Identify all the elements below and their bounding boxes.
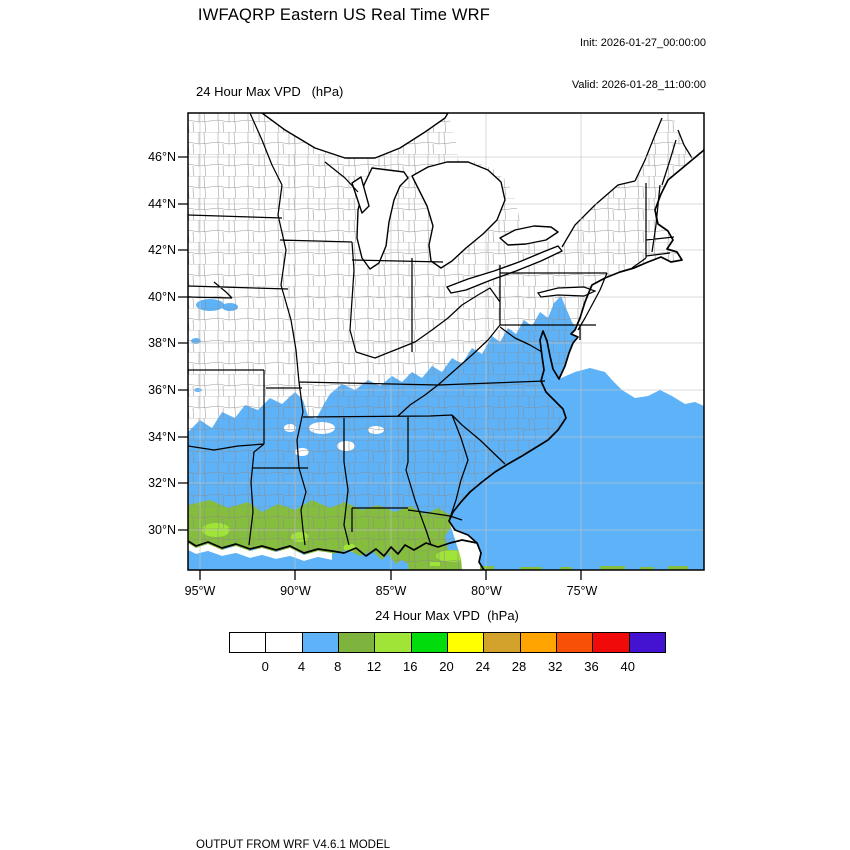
- lat-tick-label: 42°N: [148, 243, 176, 258]
- lake-superior: [261, 113, 449, 159]
- colorbar-tick-label: 36: [584, 659, 599, 674]
- colorbar-title: 24 Hour Max VPD (hPa): [375, 608, 519, 623]
- colorbar-tick-label: 12: [366, 659, 382, 674]
- lon-tick-label: 80°W: [471, 584, 502, 598]
- state-borders: [188, 113, 677, 546]
- lat-tick-label: 40°N: [148, 289, 176, 304]
- lon-tick-label: 95°W: [184, 584, 216, 598]
- valid-time: Valid: 2026-01-28_11:00:00: [571, 79, 706, 91]
- colorbar-cell: [592, 633, 629, 652]
- colorbar-cell: [374, 633, 411, 652]
- ocean-green-speckles: [430, 562, 688, 570]
- colorbar-cell: [301, 633, 338, 652]
- map-frame: [187, 112, 705, 571]
- colorbar-tick-label: 0: [261, 659, 269, 674]
- lake-ontario: [499, 225, 559, 246]
- run-times: Init: 2026-01-27_00:00:00 Valid: 2026-01…: [572, 8, 706, 120]
- gulf-west-water: [188, 543, 332, 570]
- footer-line1: OUTPUT FROM WRF V4.6.1 MODEL: [196, 839, 391, 850]
- lon-tick-label: 85°W: [375, 584, 407, 598]
- colorbar-cell: [555, 633, 593, 652]
- lake-huron: [411, 161, 506, 269]
- map-svg: [178, 112, 705, 580]
- colorbar: [229, 632, 666, 653]
- colorbar-tick-label: 28: [511, 659, 527, 674]
- lake-michigan: [356, 167, 409, 270]
- colorbar-cell: [519, 633, 556, 652]
- colorbar-tick-label: 40: [620, 659, 635, 674]
- init-time: Init: 2026-01-27_00:00:00: [580, 37, 706, 49]
- lon-tick-label: 75°W: [566, 584, 598, 598]
- colorbar-tick-label: 16: [403, 659, 418, 674]
- colorbar-cell: [230, 633, 266, 652]
- colorbar-tick-label: 32: [548, 659, 563, 674]
- page-title: IWFAQRP Eastern US Real Time WRF: [197, 6, 491, 24]
- colorbar-cell: [337, 633, 375, 652]
- lake-erie: [446, 245, 563, 294]
- model-footer: OUTPUT FROM WRF V4.6.1 MODEL WE = 310 ; …: [196, 809, 648, 850]
- coastline: [188, 149, 704, 570]
- map-panel-label: 24 Hour Max VPD (hPa): [196, 84, 344, 99]
- st-lawrence-border: [561, 117, 693, 248]
- lat-tick-label: 46°N: [148, 150, 176, 164]
- colorbar-tick-label: 4: [297, 659, 306, 674]
- lat-tick-label: 44°N: [148, 196, 176, 211]
- green-bay: [351, 176, 370, 214]
- lon-tick-label: 90°W: [280, 584, 311, 598]
- colorbar-cell: [628, 633, 665, 652]
- map-content: [188, 113, 704, 570]
- long-island: [536, 286, 597, 298]
- great-lakes: [261, 113, 563, 294]
- canada-region: [448, 113, 704, 248]
- lat-tick-label: 32°N: [148, 476, 176, 491]
- colorbar-tick-label: 20: [439, 659, 454, 674]
- lat-tick-label: 34°N: [148, 429, 176, 444]
- colorbar-tick-label: 8: [334, 659, 342, 674]
- lat-tick-label: 30°N: [148, 522, 176, 537]
- lat-tick-label: 38°N: [148, 336, 176, 351]
- colorbar-cell: [265, 633, 302, 652]
- colorbar-tick-label: 24: [475, 659, 490, 674]
- colorbar-cell: [410, 633, 447, 652]
- axis-ticks: [178, 156, 582, 580]
- lat-tick-label: 36°N: [148, 383, 176, 397]
- colorbar-cell: [446, 633, 484, 652]
- colorbar-cell: [483, 633, 520, 652]
